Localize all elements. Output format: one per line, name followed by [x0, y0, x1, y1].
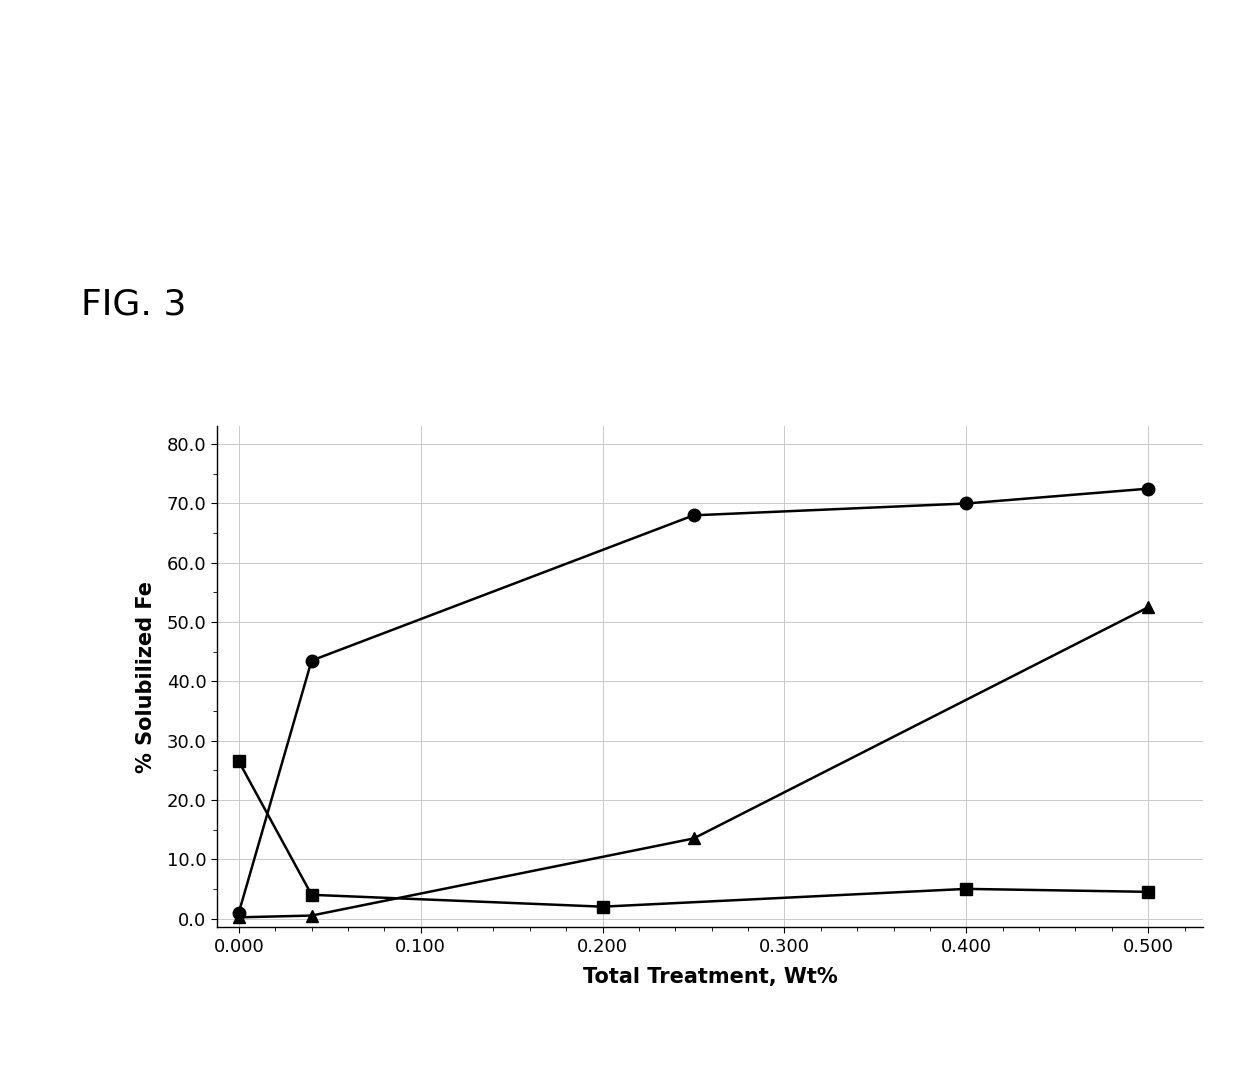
Text: FIG. 3: FIG. 3	[81, 288, 186, 322]
Y-axis label: % Solubilized Fe: % Solubilized Fe	[135, 581, 156, 773]
X-axis label: Total Treatment, Wt%: Total Treatment, Wt%	[583, 967, 837, 987]
